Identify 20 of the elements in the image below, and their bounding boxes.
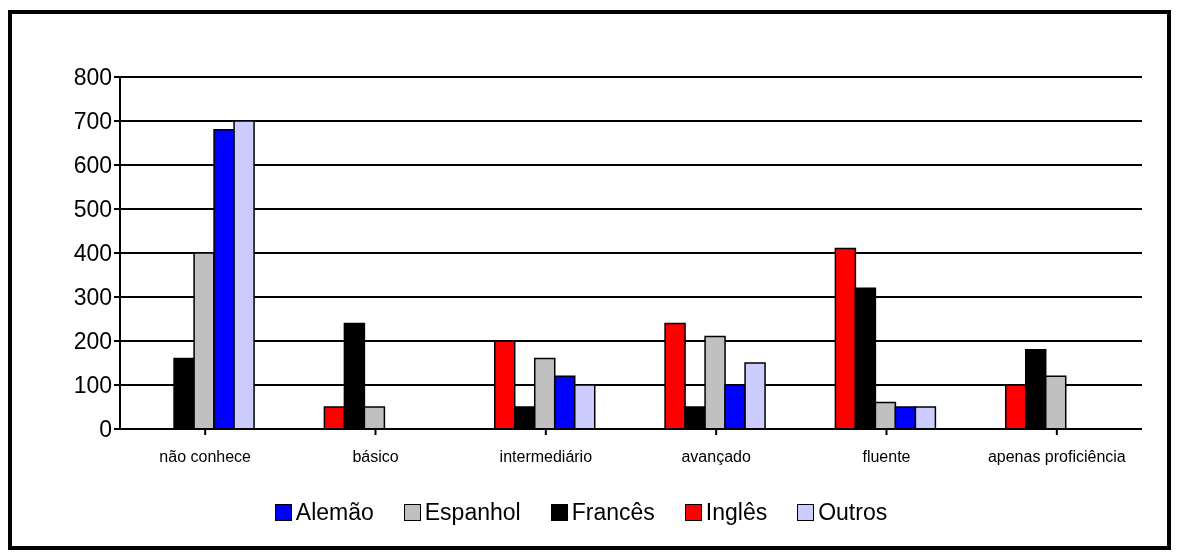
- y-tick-label: 100: [73, 372, 112, 399]
- x-tick-label: apenas proficiência: [987, 448, 1126, 466]
- y-tick-label: 0: [99, 416, 112, 443]
- x-tick-label: avançado: [681, 448, 751, 466]
- y-tick-label: 400: [73, 240, 112, 267]
- y-tick-label: 600: [73, 152, 112, 179]
- legend-label: Outros: [818, 499, 888, 526]
- y-tick-label: 700: [73, 108, 112, 135]
- legend-label: Alemão: [295, 499, 374, 526]
- legend-label: Inglês: [705, 499, 768, 526]
- legend-label: Francês: [571, 499, 655, 526]
- y-tick-label: 200: [73, 328, 112, 355]
- y-tick-label: 800: [73, 64, 112, 91]
- y-tick-label: 500: [73, 196, 112, 223]
- x-tick-label: não conhece: [159, 448, 252, 466]
- y-tick-label: 300: [73, 284, 112, 311]
- x-tick-label: básico: [352, 448, 399, 466]
- x-tick-label: intermediário: [499, 448, 593, 466]
- x-tick-label: fluente: [862, 448, 911, 466]
- legend-label: Espanhol: [424, 499, 521, 526]
